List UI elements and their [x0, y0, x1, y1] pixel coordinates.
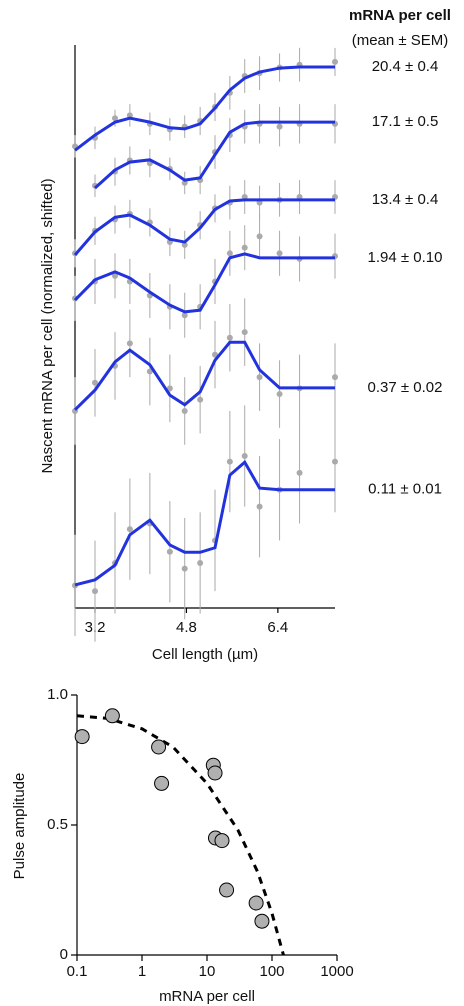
data-point [126, 340, 133, 347]
data-point [74, 729, 90, 745]
data-point [241, 452, 248, 459]
data-point [226, 250, 233, 257]
data-point [256, 374, 263, 381]
x-tick-label: 1 [138, 963, 146, 980]
data-point [181, 241, 188, 248]
series-label: 0.11 ± 0.01 [368, 481, 442, 498]
data-point [254, 913, 270, 929]
x-tick-label: 0.1 [67, 963, 88, 980]
data-point [219, 882, 235, 898]
data-point [92, 588, 98, 595]
fit-line [74, 459, 335, 587]
data-point [248, 895, 264, 911]
data-point [197, 396, 204, 403]
fit-line [73, 252, 335, 314]
fit-line [73, 198, 335, 256]
y-tick-label: 1.0 [47, 686, 68, 703]
data-point [92, 379, 98, 386]
x-tick-label: 6.4 [267, 619, 288, 636]
data-point [241, 244, 248, 251]
data-point [241, 329, 248, 336]
data-point [197, 559, 204, 566]
x-tick-label: 4.8 [176, 619, 197, 636]
series-label: 0.37 ± 0.02 [368, 379, 443, 396]
x-tick-label: 1000 [320, 963, 353, 980]
data-point [226, 334, 233, 341]
data-point [181, 312, 188, 319]
data-point [256, 233, 263, 240]
legend-subtitle: (mean ± SEM) [352, 32, 449, 49]
y-axis-label: Pulse amplitude [11, 773, 28, 880]
y-tick-label: 0.5 [47, 816, 68, 833]
y-tick-label: 0 [60, 946, 68, 963]
data-point [112, 115, 118, 122]
fit-line [74, 65, 335, 152]
data-point [166, 548, 173, 555]
data-point [256, 503, 263, 510]
series-label: 13.4 ± 0.4 [372, 191, 439, 208]
data-point [226, 458, 233, 465]
data-point [181, 179, 188, 186]
data-point [181, 407, 188, 414]
data-point [146, 368, 153, 375]
fit-curve [76, 714, 285, 956]
y-axis-label: Nascent mRNA per cell (normalized, shift… [39, 178, 56, 473]
data-point [296, 469, 303, 476]
data-point [276, 250, 283, 257]
fit-line [73, 340, 335, 411]
x-axis-label: mRNA per cell [159, 988, 255, 1005]
data-point [181, 565, 188, 572]
legend-title: mRNA per cell [349, 7, 451, 24]
series-label: 1.94 ± 0.10 [368, 249, 443, 266]
data-point [154, 775, 170, 791]
data-point [276, 123, 283, 130]
data-point [126, 112, 133, 119]
x-tick-label: 10 [199, 963, 216, 980]
series-label: 17.1 ± 0.5 [372, 113, 439, 130]
data-point [126, 526, 133, 533]
data-point [112, 272, 118, 279]
data-point [332, 458, 338, 465]
data-point [332, 374, 338, 381]
data-point [104, 708, 120, 724]
data-point [276, 391, 283, 398]
data-point [332, 58, 338, 65]
data-point [207, 765, 223, 781]
fit-line [93, 120, 335, 190]
x-axis-label: Cell length (µm) [152, 646, 258, 663]
data-point [214, 833, 230, 849]
data-point [166, 385, 173, 392]
data-point [151, 739, 167, 755]
series-label: 20.4 ± 0.4 [372, 58, 439, 75]
x-tick-label: 100 [259, 963, 284, 980]
